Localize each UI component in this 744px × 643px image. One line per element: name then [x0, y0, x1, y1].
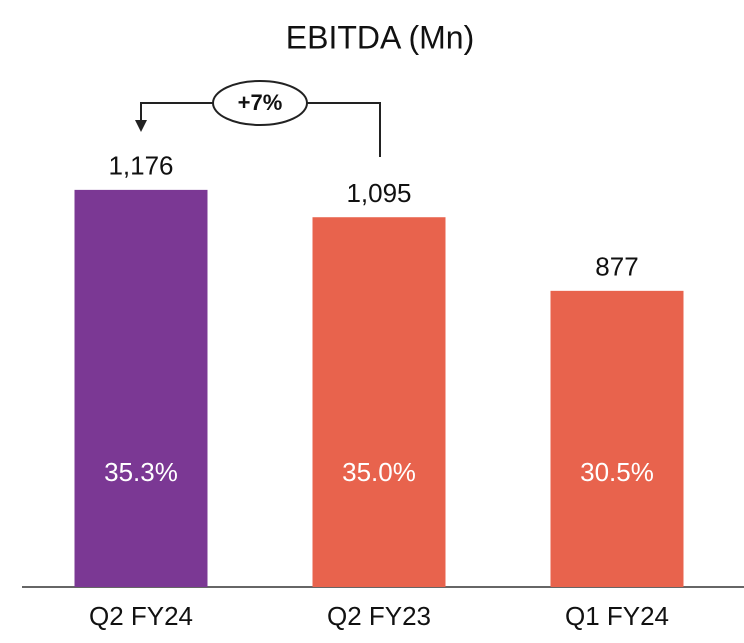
x-tick-label: Q2 FY23	[327, 601, 431, 631]
margin-label: 35.3%	[104, 457, 178, 487]
x-tick-label: Q1 FY24	[565, 601, 669, 631]
bar	[74, 189, 208, 587]
x-tick-label: Q2 FY24	[89, 601, 193, 631]
annotation-text: +7%	[238, 90, 283, 115]
connector	[307, 102, 381, 157]
value-label: 1,176	[108, 151, 173, 181]
margin-label: 30.5%	[580, 457, 654, 487]
chart-title: EBITDA (Mn)	[286, 19, 474, 55]
annotation-ellipse	[212, 80, 308, 126]
arrow-head	[135, 120, 147, 132]
connector	[140, 102, 213, 122]
value-label: 1,095	[346, 178, 411, 208]
margin-label: 35.0%	[342, 457, 416, 487]
value-label: 877	[595, 252, 638, 282]
bar	[312, 217, 446, 587]
growth-annotation: +7%	[135, 80, 381, 157]
bar	[550, 290, 684, 587]
